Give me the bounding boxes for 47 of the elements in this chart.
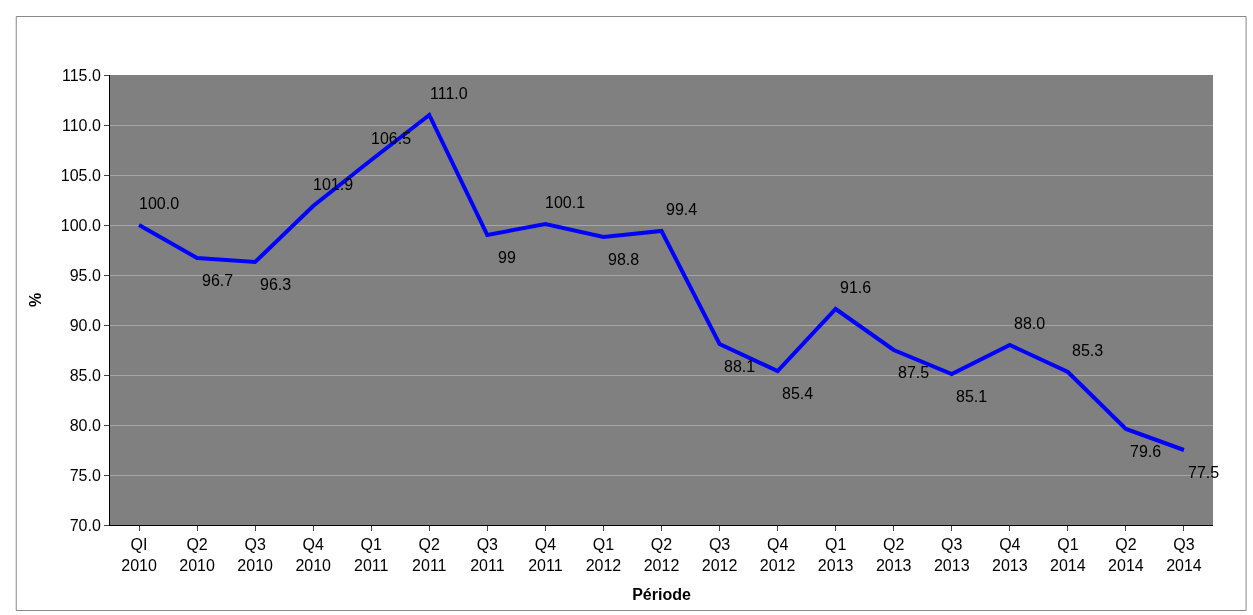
x-tick-label: Q3 2010 [237,536,274,574]
data-label: 96.7 [202,272,234,289]
data-label: 98.8 [608,251,640,268]
data-label: 88.0 [1014,315,1046,332]
x-tick-label: Q2 2010 [179,536,215,574]
x-tick-label: Q4 2010 [295,536,332,574]
x-tick-label: Q1 2012 [585,536,622,574]
data-label: 85.1 [956,388,988,405]
y-tick-label: 105.0 [60,166,101,184]
y-axis-title: % [26,292,44,308]
y-tick-label: 70.0 [69,516,101,534]
data-label: 111.0 [430,85,468,102]
data-label: 85.4 [782,385,814,402]
data-label: 88.1 [724,358,756,375]
data-label: 79.6 [1130,443,1162,460]
x-axis-title: Période [632,585,691,603]
x-tick-label: Q2 2011 [412,536,447,574]
x-tick-label: Q3 2014 [1166,536,1202,574]
x-tick-label: Q4 2011 [528,536,563,574]
data-label: 100.1 [545,194,586,211]
y-tick-label: 80.0 [69,416,101,434]
y-tick-label: 100.0 [60,216,101,234]
y-tick-label: 85.0 [69,366,101,384]
x-tick-label: Q1 2011 [354,536,389,574]
x-tick-label: Q2 2012 [643,536,680,574]
y-tick-label: 115.0 [61,66,101,84]
data-label: 85.3 [1072,342,1104,359]
y-tick-label: 110.0 [61,116,101,134]
data-label: 87.5 [898,364,930,381]
x-tick-label: Q2 2013 [875,536,912,574]
data-label: 96.3 [260,276,292,293]
x-tick-label: Q3 2011 [470,536,505,574]
x-tick-label: Q2 2014 [1108,536,1144,574]
x-tick-label: Q1 2014 [1050,536,1086,574]
y-tick-label: 75.0 [69,466,101,484]
data-label: 91.6 [840,279,872,296]
x-tick-label: Q4 2012 [759,536,796,574]
x-tick-label: Q3 2012 [701,536,738,574]
x-tick-label: Q3 2013 [933,536,970,574]
x-tick-label: Q1 2013 [817,536,854,574]
y-tick-label: 90.0 [69,316,101,334]
data-label: 99.4 [666,201,698,218]
x-tick-label: Q4 2013 [992,536,1028,574]
x-tick-label: QI 2010 [121,536,157,574]
data-label: 99 [498,249,516,266]
data-label: 100.0 [139,195,180,212]
y-tick-label: 95.0 [69,266,101,284]
